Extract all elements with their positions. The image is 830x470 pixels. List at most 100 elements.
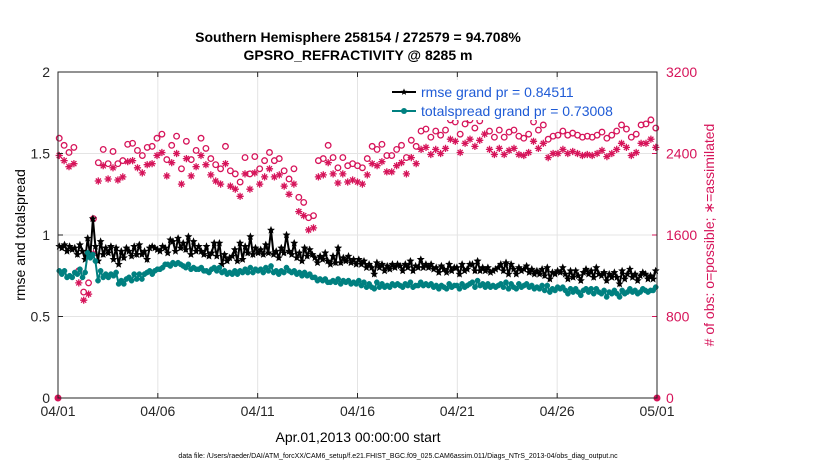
rmse-point [623, 269, 632, 278]
rmse-point [434, 268, 443, 276]
assimilated-obs-point [647, 135, 655, 143]
assimilated-obs-point [114, 176, 122, 184]
left-axis-ticks: 0 0.5 1 1.5 2 [31, 64, 63, 406]
possible-obs-point [461, 120, 469, 128]
rmse-point [625, 265, 634, 273]
rmse-point [468, 260, 477, 268]
right-axis-ticks: 0 800 1600 2400 3200 [652, 64, 697, 406]
rmse-point [189, 237, 198, 245]
rmse-point [334, 243, 343, 252]
rmse-point [119, 253, 128, 262]
possible-obs-point [368, 142, 376, 150]
rmse-point [390, 263, 399, 272]
rmse-point [99, 250, 108, 258]
assimilated-obs-point [373, 162, 381, 170]
rmse-point [132, 250, 141, 258]
totalspread-point [247, 264, 254, 271]
rmse-point [540, 271, 549, 280]
assimilated-obs-point [202, 161, 210, 169]
rmse-point [641, 269, 650, 278]
rmse-point [396, 261, 405, 270]
assimilated-obs-point [407, 154, 415, 162]
rmse-point [409, 266, 417, 275]
x-tick-label: 04/21 [440, 403, 475, 419]
assimilated-obs-point [246, 185, 254, 193]
totalspread-point [652, 284, 659, 291]
rmse-point [463, 265, 472, 273]
rmse-point [101, 243, 110, 252]
rmse-point [499, 266, 508, 275]
assimilated-obs-point [182, 155, 190, 163]
rmse-point [254, 248, 263, 257]
rmse-point [168, 237, 177, 245]
x-tick-label: 04/26 [540, 403, 575, 419]
assimilated-obs-point [187, 172, 195, 180]
possible-obs-point [598, 128, 606, 136]
rmse-point [378, 260, 387, 268]
assimilated-obs-point [525, 148, 533, 157]
y-tick-label: 1 [42, 227, 50, 243]
rmse-point [78, 247, 87, 255]
rmse-point [106, 242, 115, 250]
assimilated-obs-point [393, 162, 401, 170]
assimilated-obs-point [627, 151, 635, 160]
totalspread-point [577, 292, 584, 299]
rmse-point [357, 260, 366, 268]
possible-obs-point [510, 126, 518, 134]
assimilated-obs-point [388, 168, 396, 176]
rmse-point [470, 266, 479, 275]
assimilated-obs-point [363, 171, 371, 179]
possible-obs-point [197, 134, 205, 142]
possible-obs-point [652, 124, 660, 132]
possible-obs-point [182, 137, 190, 145]
data-file-footer: data file: /Users/raeder/DAI/ATM_forcXX/… [178, 453, 618, 460]
possible-obs-point [334, 164, 342, 172]
assimilated-obs-point [598, 146, 606, 154]
assimilated-obs-point [197, 151, 205, 160]
rmse-point [558, 263, 567, 272]
assimilated-obs-point [55, 151, 63, 160]
possible-obs-point [358, 164, 366, 172]
rmse-point [336, 258, 345, 267]
rmse-point [651, 266, 660, 275]
possible-obs-point [55, 134, 63, 142]
chart-subtitle: GPSRO_REFRACTIVITY @ 8285 m [244, 47, 473, 63]
rmse-point [481, 266, 490, 275]
rmse-point [135, 240, 144, 249]
assimilated-obs-point [617, 139, 626, 147]
rmse-point [556, 268, 565, 276]
possible-obs-point [207, 155, 215, 163]
rmse-point [96, 237, 105, 245]
assimilated-obs-point [451, 137, 459, 145]
y-axis-label: rmse and totalspread [12, 169, 28, 301]
totalspread-point [139, 276, 145, 282]
rmse-point [631, 269, 640, 278]
totalspread-point [588, 285, 595, 292]
possible-obs-point [603, 134, 611, 142]
possible-obs-point [622, 125, 630, 133]
possible-obs-point [471, 124, 479, 132]
totalspread-point [407, 279, 414, 286]
rmse-point [344, 252, 353, 260]
rmse-point [238, 255, 247, 263]
rmse-point [365, 260, 374, 268]
assimilated-obs-point [153, 151, 161, 160]
rmse-point [122, 243, 131, 252]
assimilated-obs-point [290, 180, 298, 188]
rmse-point [248, 250, 257, 258]
totalspread-point [469, 279, 476, 286]
rmse-point [582, 265, 590, 273]
totalspread-point [90, 251, 96, 258]
totalspread-point [95, 277, 101, 284]
rmse-point [354, 255, 363, 263]
rmse-point [339, 253, 348, 262]
totalspread-point [539, 282, 545, 289]
rmse-point [455, 269, 464, 278]
rmse-point [545, 274, 554, 283]
possible-obs-point [393, 145, 401, 153]
possible-obs-point [94, 159, 102, 167]
y2-tick-label: 800 [666, 309, 690, 325]
totalspread-point [131, 271, 138, 277]
rmse-point [65, 242, 74, 250]
assimilated-obs-point [285, 190, 293, 198]
